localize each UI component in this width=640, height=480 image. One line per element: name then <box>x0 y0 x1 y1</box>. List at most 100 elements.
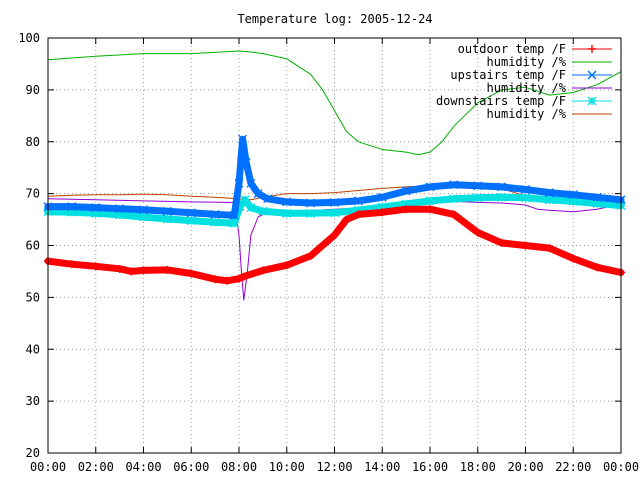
x-tick-label: 16:00 <box>412 460 448 474</box>
data-point <box>139 266 148 275</box>
data-point <box>240 195 250 205</box>
data-point <box>210 209 220 219</box>
data-point <box>238 134 248 144</box>
data-point <box>127 267 136 276</box>
data-point <box>229 210 239 220</box>
data-point <box>306 251 315 260</box>
series-2 <box>43 134 626 220</box>
legend-label: humidity /% <box>487 81 567 95</box>
legend-marker <box>588 45 596 53</box>
data-point <box>425 182 435 192</box>
data-point <box>115 210 125 220</box>
data-point <box>235 202 245 212</box>
data-point <box>377 192 387 202</box>
data-point <box>229 218 239 228</box>
data-point <box>139 212 148 222</box>
data-point <box>592 198 602 208</box>
data-point <box>91 262 100 271</box>
y-tick-label: 50 <box>26 290 40 304</box>
data-point <box>426 205 434 214</box>
data-point <box>246 203 256 213</box>
data-point <box>330 231 339 240</box>
data-point <box>282 197 292 207</box>
y-tick-label: 100 <box>18 31 40 45</box>
data-point <box>592 192 602 202</box>
data-point <box>162 214 172 224</box>
data-point <box>246 178 256 188</box>
data-point <box>497 192 507 202</box>
axis-ticks: 00:00 02:00 04:00 06:00 08:00 10:00 12:00 14:00… <box>18 31 639 474</box>
data-point <box>223 276 232 285</box>
series-0 <box>44 205 625 285</box>
data-point <box>67 260 76 269</box>
data-point <box>306 198 316 208</box>
data-point <box>115 264 124 273</box>
data-point <box>91 203 101 213</box>
x-tick-label: 22:00 <box>555 460 591 474</box>
data-point <box>163 265 172 274</box>
data-point <box>263 194 273 204</box>
data-point <box>521 184 530 194</box>
data-point <box>91 208 101 218</box>
x-tick-label: 10:00 <box>269 460 305 474</box>
data-point <box>544 188 554 198</box>
data-point <box>306 208 316 218</box>
data-point <box>186 208 196 218</box>
legend-label: humidity /% <box>487 55 567 69</box>
data-point <box>497 182 507 192</box>
data-point <box>593 263 602 272</box>
series-line <box>44 193 625 227</box>
data-point <box>234 178 244 188</box>
data-point <box>401 199 411 209</box>
data-point <box>67 207 77 217</box>
y-tick-label: 20 <box>26 446 40 460</box>
data-point <box>377 202 387 212</box>
data-point <box>241 158 251 167</box>
data-point <box>115 204 125 214</box>
data-point <box>67 202 77 212</box>
data-point <box>401 186 411 196</box>
data-point <box>473 181 483 191</box>
y-tick-label: 80 <box>26 135 40 149</box>
y-tick-label: 70 <box>26 187 40 201</box>
x-tick-label: 14:00 <box>364 460 400 474</box>
data-point <box>282 208 292 218</box>
data-point <box>330 197 339 207</box>
data-point <box>449 194 459 204</box>
series-line <box>47 50 622 156</box>
legend-marker <box>587 70 597 80</box>
series-layer <box>43 50 626 301</box>
data-point <box>258 206 268 216</box>
y-tick-label: 60 <box>26 239 40 253</box>
data-point <box>473 193 483 203</box>
data-point <box>402 205 411 214</box>
data-point <box>544 195 554 205</box>
legend-label: upstairs temp /F <box>450 68 566 82</box>
data-point <box>330 208 339 218</box>
x-tick-label: 12:00 <box>316 460 352 474</box>
legend-label: downstairs temp /F <box>436 94 566 108</box>
data-point <box>354 210 363 219</box>
x-tick-label: 00:00 <box>603 460 639 474</box>
data-point <box>353 205 363 215</box>
data-point <box>342 215 351 224</box>
x-tick-label: 20:00 <box>507 460 543 474</box>
data-point <box>568 190 578 200</box>
x-tick-label: 06:00 <box>173 460 209 474</box>
data-point <box>353 196 363 206</box>
legend-marker <box>587 96 597 106</box>
data-point <box>258 266 267 275</box>
data-point <box>521 241 530 250</box>
data-point <box>162 206 172 216</box>
data-point <box>425 196 435 206</box>
x-tick-label: 00:00 <box>30 460 66 474</box>
data-point <box>239 272 248 281</box>
x-tick-label: 02:00 <box>78 460 114 474</box>
data-point <box>187 269 196 278</box>
data-point <box>449 180 459 190</box>
data-point <box>139 205 148 215</box>
data-point <box>253 189 263 199</box>
data-point <box>235 274 243 283</box>
